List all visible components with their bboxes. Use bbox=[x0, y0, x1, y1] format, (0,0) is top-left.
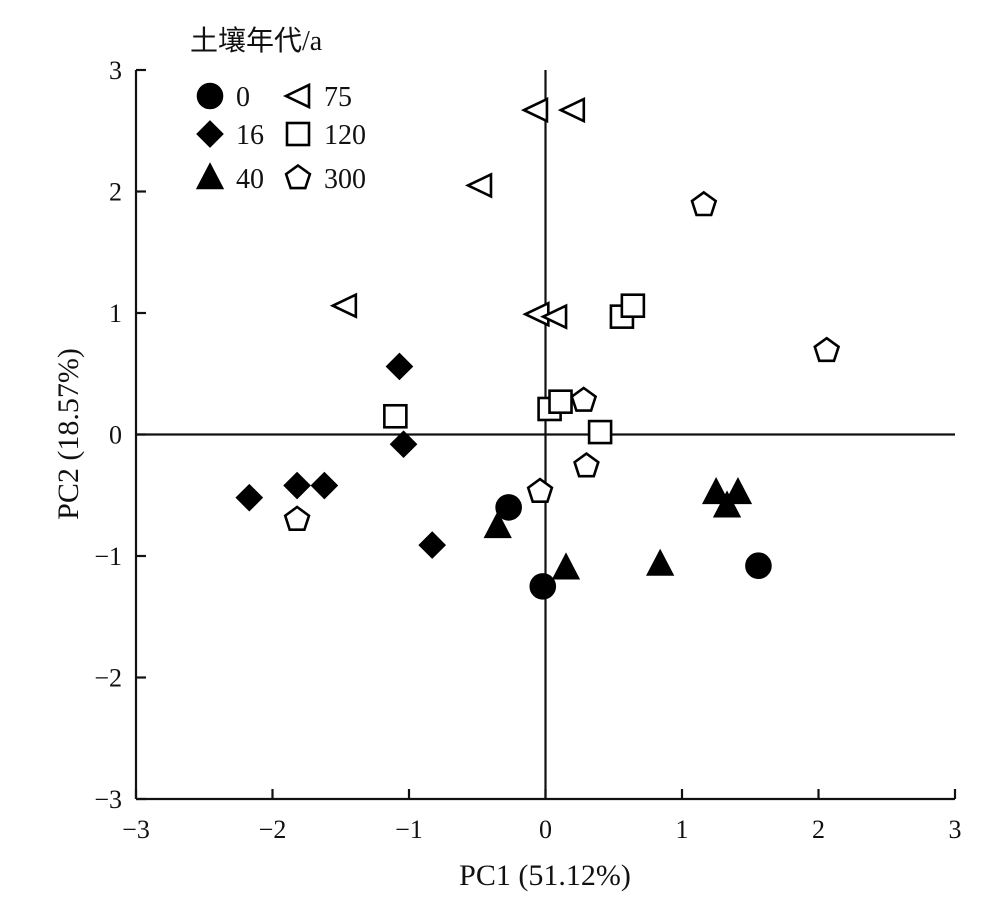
point-triangle-left bbox=[464, 172, 493, 199]
point-triangle-up bbox=[723, 477, 753, 505]
point-diamond bbox=[418, 531, 447, 559]
y-tick-label: −3 bbox=[94, 785, 122, 814]
point-square bbox=[620, 293, 646, 319]
x-tick-label: 0 bbox=[539, 815, 552, 844]
point-triangle-left bbox=[520, 97, 549, 124]
y-tick-label: −1 bbox=[94, 542, 122, 571]
point-pentagon bbox=[690, 190, 718, 217]
legend-marker-diamond bbox=[196, 120, 224, 148]
y-tick-label: 2 bbox=[109, 178, 122, 207]
point-triangle-left bbox=[329, 292, 358, 319]
x-tick-label: −3 bbox=[122, 815, 150, 844]
tick-labels: −3 −2 −1 0 1 2 3 −3 −2 −1 0 1 2 3 bbox=[94, 56, 961, 844]
legend-label: 16 bbox=[236, 120, 264, 151]
legend-label: 120 bbox=[324, 120, 366, 151]
y-tick-label: −2 bbox=[94, 664, 122, 693]
point-diamond bbox=[310, 471, 339, 500]
y-axis-title: PC2 (18.57%) bbox=[52, 348, 85, 520]
data-points bbox=[235, 97, 841, 600]
legend-title: 土壤年代/a bbox=[190, 25, 323, 57]
legend-marker-pentagon bbox=[284, 163, 312, 190]
point-triangle-left bbox=[557, 97, 586, 124]
x-axis-title: PC1 (51.12%) bbox=[459, 859, 631, 892]
axes bbox=[134, 68, 957, 801]
point-circle bbox=[529, 573, 557, 600]
y-tick-label: 0 bbox=[109, 421, 122, 450]
point-diamond bbox=[389, 430, 418, 459]
point-triangle-up bbox=[646, 548, 675, 576]
point-pentagon bbox=[573, 451, 600, 478]
legend-label: 0 bbox=[236, 82, 250, 113]
point-pentagon bbox=[570, 386, 598, 412]
x-tick-label: 3 bbox=[949, 815, 962, 844]
x-tick-label: 1 bbox=[676, 815, 689, 844]
legend-marker-triangle-left bbox=[282, 82, 311, 110]
point-circle bbox=[495, 494, 522, 521]
point-triangle-up bbox=[701, 477, 731, 505]
x-tick-label: −1 bbox=[395, 815, 423, 844]
legend: 土壤年代/a 0 16 40 75 120 300 bbox=[190, 25, 366, 195]
legend-label: 300 bbox=[324, 164, 366, 195]
point-diamond bbox=[385, 352, 414, 381]
legend-marker-circle bbox=[196, 82, 224, 110]
point-triangle-up bbox=[483, 511, 512, 539]
legend-label: 75 bbox=[324, 82, 352, 113]
point-pentagon bbox=[813, 336, 841, 363]
legend-marker-square bbox=[285, 121, 311, 147]
point-diamond bbox=[283, 471, 311, 500]
legend-label: 40 bbox=[236, 164, 264, 195]
point-square bbox=[383, 403, 408, 429]
point-triangle-left bbox=[522, 301, 550, 328]
y-tick-label: 1 bbox=[109, 299, 122, 328]
point-square bbox=[587, 419, 613, 445]
point-square bbox=[548, 389, 573, 414]
point-pentagon bbox=[283, 505, 311, 532]
point-pentagon bbox=[526, 477, 554, 504]
point-diamond bbox=[235, 483, 264, 512]
x-tick-label: −2 bbox=[259, 815, 287, 844]
y-tick-label: 3 bbox=[109, 56, 122, 85]
x-tick-label: 2 bbox=[812, 815, 825, 844]
point-circle bbox=[745, 552, 772, 580]
point-triangle-up bbox=[712, 490, 742, 518]
legend-marker-triangle-up bbox=[195, 162, 225, 190]
point-triangle-left bbox=[540, 303, 568, 330]
point-triangle-up bbox=[551, 552, 581, 580]
